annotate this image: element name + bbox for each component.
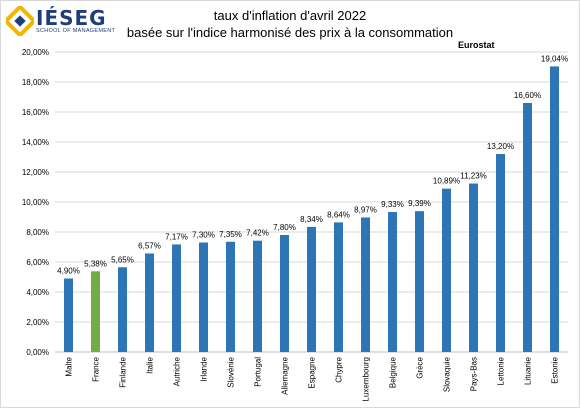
bar-luxembourg (361, 217, 370, 352)
x-tick-label: Grèce (416, 356, 425, 378)
bar-portugal (253, 240, 262, 352)
data-label: 7,42% (246, 229, 269, 238)
x-tick-label: France (92, 356, 101, 381)
data-label: 9,39% (408, 199, 431, 208)
logo-subtitle: SCHOOL OF MANAGEMENT (36, 28, 116, 34)
bar-irlande (199, 242, 208, 352)
data-label: 9,33% (381, 200, 404, 209)
x-tick-label: Portugal (254, 357, 263, 387)
x-tick-label: Slovaquie (443, 356, 452, 392)
data-label: 6,57% (138, 241, 161, 250)
bar-france (91, 271, 100, 352)
x-tick-label: Allemagne (281, 356, 290, 394)
data-label: 7,30% (192, 231, 215, 240)
bar-italie (145, 253, 154, 352)
x-tick-label: Slovénie (227, 356, 236, 387)
bar-lettonie (496, 154, 505, 352)
y-tick-label: 16,00% (22, 108, 49, 117)
x-tick-label: Lettonie (497, 356, 506, 385)
y-tick-label: 6,00% (26, 258, 49, 267)
bar-slovaquie (442, 188, 451, 352)
bar-grèce (415, 211, 424, 352)
x-tick-label: Luxembourg (362, 357, 371, 401)
chart-title: taux d'inflation d'avril 2022 (213, 8, 367, 23)
bar-belgique (388, 212, 397, 352)
data-label: 5,38% (84, 259, 107, 268)
data-label: 10,89% (433, 177, 460, 186)
x-tick-label: Chypre (335, 356, 344, 382)
ieseg-logo: IÉSEG SCHOOL OF MANAGEMENT (3, 4, 116, 38)
data-label: 8,64% (327, 210, 350, 219)
data-label: 5,65% (111, 255, 134, 264)
bar-estonie (550, 66, 559, 353)
x-tick-label: Lituanie (524, 356, 533, 385)
x-tick-label: Estonie (551, 356, 560, 383)
x-tick-label: Autriche (173, 356, 182, 386)
data-label: 13,20% (487, 142, 514, 151)
data-label: 16,60% (514, 91, 541, 100)
bar-allemagne (280, 235, 289, 352)
bar-pays-bas (469, 183, 478, 352)
data-label: 8,97% (354, 205, 377, 214)
data-label: 8,34% (300, 215, 323, 224)
y-tick-label: 8,00% (26, 228, 49, 237)
y-tick-label: 2,00% (26, 318, 49, 327)
y-tick-label: 14,00% (22, 138, 49, 147)
x-tick-label: Belgique (389, 356, 398, 388)
bar-slovénie (226, 241, 235, 352)
chart-subtitle: basée sur l'indice harmonisé des prix à … (126, 25, 454, 40)
bar-lituanie (523, 103, 532, 352)
logo-emblem-icon (3, 4, 37, 38)
y-tick-label: 4,00% (26, 288, 49, 297)
data-label: 7,35% (219, 230, 242, 239)
data-label: 11,23% (460, 172, 487, 181)
data-label: 7,17% (165, 232, 188, 241)
y-tick-label: 10,00% (22, 198, 49, 207)
bar-chypre (334, 222, 343, 352)
x-tick-label: Irlande (200, 356, 209, 381)
data-label: 4,90% (57, 267, 80, 276)
x-tick-label: Espagne (308, 356, 317, 388)
logo-wordmark: IÉSEG (36, 6, 107, 30)
bar-espagne (307, 226, 316, 352)
x-tick-label: Finlande (119, 356, 128, 387)
data-label: 19,04% (541, 54, 568, 63)
bar-finlande (118, 267, 127, 352)
data-label: 7,80% (273, 223, 296, 232)
bar-malte (64, 278, 73, 352)
y-tick-label: 12,00% (22, 168, 49, 177)
x-tick-label: Malte (65, 356, 74, 376)
y-tick-label: 18,00% (22, 78, 49, 87)
y-tick-label: 0,00% (26, 348, 49, 357)
y-tick-label: 20,00% (22, 48, 49, 57)
x-tick-label: Italie (146, 356, 155, 373)
source-label: Eurostat (458, 40, 495, 50)
x-tick-label: Pays-Bas (470, 357, 479, 391)
bar-autriche (172, 244, 181, 352)
